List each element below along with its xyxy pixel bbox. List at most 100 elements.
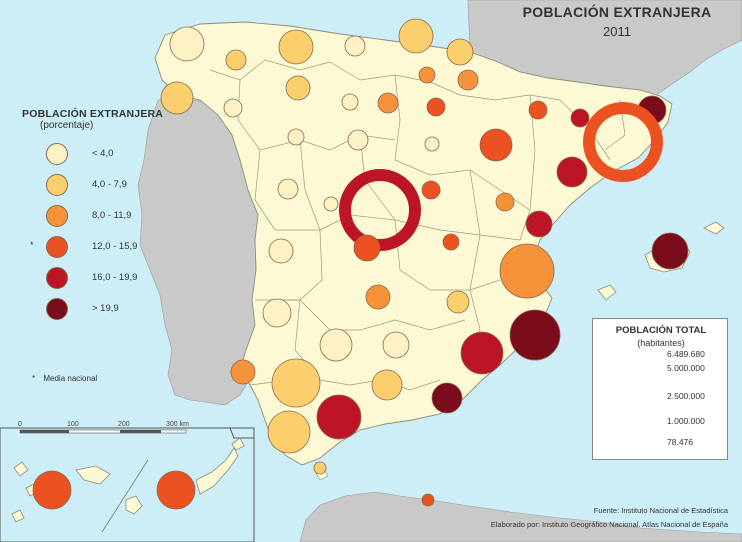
circle-albacete — [446, 290, 470, 314]
legend-item: > 19,9 — [22, 296, 172, 327]
population-value: 78.476 — [665, 437, 693, 447]
legend-item: 8,0 - 11,9 — [22, 203, 172, 234]
circle-zamora — [287, 128, 305, 146]
legend-item-label: 8,0 - 11,9 — [92, 210, 132, 221]
legend-swatch-icon — [46, 267, 68, 289]
legend-national-note: * Media nacional — [32, 374, 97, 383]
legend-item: < 4,0 — [22, 141, 172, 172]
circle-ourense — [223, 98, 243, 118]
circle-a-coruna — [169, 26, 205, 62]
circle-baleares — [651, 232, 689, 270]
ibiza-island — [597, 284, 617, 301]
legend-item-label: < 4,0 — [92, 148, 114, 159]
legend-item-label: > 19,9 — [92, 303, 119, 314]
canary-inset-border — [0, 427, 254, 439]
circle-badajoz — [262, 298, 292, 328]
circle-cordoba — [319, 328, 353, 362]
circle-valladolid — [347, 129, 369, 151]
menorca-island — [703, 221, 725, 235]
circle-ciudad-real — [365, 284, 391, 310]
legend-swatch-icon — [46, 143, 68, 165]
credit-author: Elaborado por: Instituto Geográfico Naci… — [490, 520, 728, 529]
scale-label: 200 — [118, 421, 130, 428]
legend-item-label: 16,0 - 19,9 — [92, 272, 138, 283]
circle-alicante — [509, 309, 561, 361]
circle-malaga — [316, 394, 362, 440]
circle-lleida — [570, 108, 590, 128]
population-value: 2.500.000 — [665, 391, 705, 401]
circle-sevilla — [271, 358, 321, 408]
circle-cuenca — [442, 233, 460, 251]
circle-las-palmas — [32, 470, 72, 510]
legend-item-label: 4,0 - 7,9 — [92, 179, 127, 190]
circle-zaragoza — [479, 128, 513, 162]
scale-bar — [19, 429, 187, 434]
circle-pontevedra — [160, 81, 194, 115]
circle-asturias — [278, 29, 314, 65]
circle-huesca — [528, 100, 548, 120]
spain-mainland — [154, 21, 673, 466]
circle-caceres — [268, 238, 294, 264]
circle-gipuzkoa — [446, 38, 474, 66]
circle-leon — [285, 75, 311, 101]
circle-guadalajara — [421, 180, 441, 200]
legend: POBLACIÓN EXTRANJERA (porcentaje) < 4,0 4… — [22, 108, 172, 383]
scale-label: 0 — [18, 421, 22, 428]
national-average-marker: * — [32, 374, 36, 383]
legend-swatch-icon — [46, 236, 68, 258]
circle-burgos — [377, 92, 399, 114]
circle-lugo — [225, 49, 247, 71]
legend-rows: < 4,0 4,0 - 7,9 8,0 - 11,9 12,0 - 15,9 * 16,0… — [22, 141, 172, 327]
population-legend-subtitle: (habitantes) — [637, 338, 685, 348]
circle-ceuta — [313, 461, 327, 475]
legend-swatch-icon — [46, 298, 68, 320]
circle-castellon — [525, 210, 553, 238]
circle-navarra — [457, 69, 479, 91]
circle-murcia — [460, 331, 504, 375]
africa-land — [299, 491, 742, 542]
legend-item: 12,0 - 15,9 * — [22, 234, 172, 265]
circle-huelva — [230, 359, 256, 385]
population-value: 6.489.680 — [665, 349, 705, 359]
circle-santa-cruz-tenerife — [156, 470, 196, 510]
circle-toledo — [353, 234, 381, 262]
circle-valencia — [499, 243, 555, 299]
scale-label: 100 — [67, 421, 79, 428]
circle-cadiz — [267, 410, 311, 454]
legend-item-label: 12,0 - 15,9 — [92, 241, 138, 252]
circle-barcelona — [583, 102, 663, 182]
legend-item: 16,0 - 19,9 — [22, 265, 172, 296]
map-title: POBLACIÓN EXTRANJERA 2011 — [500, 4, 734, 39]
circle-avila — [323, 196, 339, 212]
population-legend-title: POBLACIÓN TOTAL — [615, 325, 707, 336]
circle-salamanca — [277, 178, 299, 200]
legend-title: POBLACIÓN EXTRANJERA — [22, 108, 164, 120]
circle-tarragona — [556, 156, 588, 188]
map-title-main: POBLACIÓN EXTRANJERA — [522, 4, 712, 20]
legend-subtitle: (porcentaje) — [40, 120, 94, 131]
province-circles — [32, 18, 689, 510]
circle-palencia — [341, 93, 359, 111]
population-value: 5.000.000 — [665, 363, 705, 373]
population-legend: POBLACIÓN TOTAL (habitantes) 6.489.680 5.… — [592, 318, 728, 460]
map-title-year: 2011 — [603, 24, 631, 39]
legend-swatch-icon — [46, 174, 68, 196]
credit-source: Fuente: Instituto Nacional de Estadístic… — [593, 506, 728, 515]
legend-item: 4,0 - 7,9 — [22, 172, 172, 203]
circle-jaen — [382, 331, 410, 359]
circle-melilla — [421, 493, 435, 507]
scale-label: 300 km — [166, 421, 189, 428]
population-value: 1.000.000 — [665, 416, 705, 426]
circle-granada — [371, 369, 403, 401]
circle-soria — [424, 136, 440, 152]
circle-teruel — [495, 192, 515, 212]
circle-cantabria — [344, 35, 366, 57]
circle-bizkaia — [398, 18, 434, 54]
national-average-label: Media nacional — [43, 374, 98, 383]
circle-almeria — [431, 382, 463, 414]
legend-national-marker: * — [30, 240, 34, 250]
circle-la-rioja — [426, 97, 446, 117]
legend-swatch-icon — [46, 205, 68, 227]
